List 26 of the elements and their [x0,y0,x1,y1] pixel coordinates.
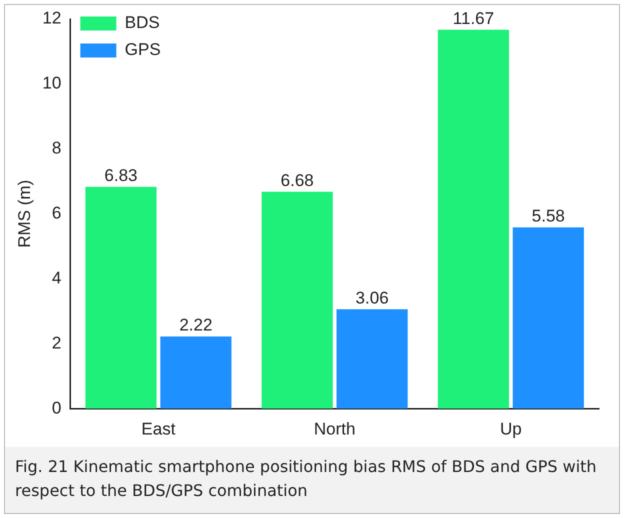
bar [336,309,408,409]
x-tick-label: Up [500,419,522,438]
y-tick-label: 0 [52,398,62,418]
data-label: 2.22 [179,316,212,335]
caption: Fig. 21 Kinematic smartphone positioning bias RMS of BDS and GPS with respect to the BDS/GPS combination [15,456,598,502]
bar [160,336,232,409]
data-label: 6.83 [104,166,138,186]
y-tick-label: 10 [42,74,62,93]
y-axis-title: RMS (m) [14,180,34,248]
y-tick-label: 2 [52,333,62,352]
y-tick-label: 12 [42,8,62,28]
y-tick-label: 4 [52,268,62,288]
legend-label: BDS [124,13,160,32]
data-label: 11.67 [452,8,494,28]
y-tick-label: 6 [52,203,62,222]
data-label: 5.58 [532,206,565,226]
legend-label: GPS [124,40,161,60]
x-tick-label: East [141,419,176,438]
data-label: 3.06 [356,288,389,308]
bar [85,186,157,409]
bar [438,30,510,409]
data-label: 6.68 [280,170,314,190]
y-tick-label: 8 [52,138,62,158]
bar [262,192,333,409]
x-tick-label: North [314,419,356,438]
bar [512,227,584,409]
